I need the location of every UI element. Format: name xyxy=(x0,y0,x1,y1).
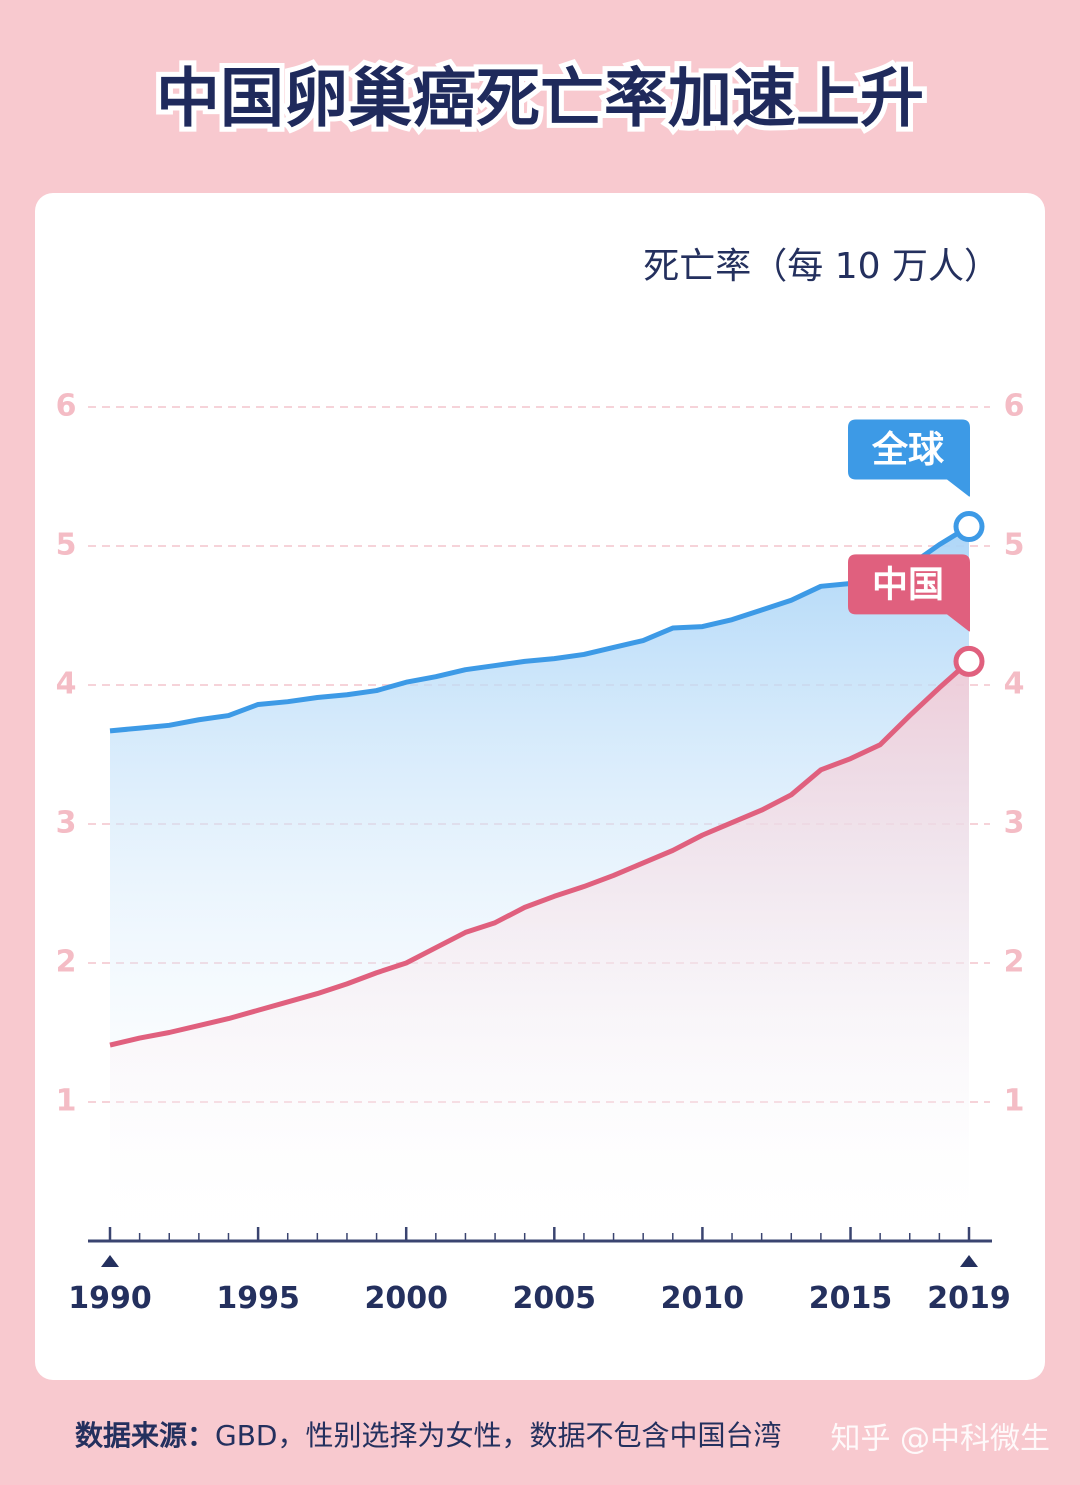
y-tick-label: 5 xyxy=(56,528,77,563)
x-tick-label: 2010 xyxy=(661,1281,745,1316)
x-tick-label: 2000 xyxy=(364,1281,448,1316)
line xyxy=(109,524,971,734)
end-point xyxy=(953,511,985,543)
y-axis-label: 死亡率（每 10 万人） xyxy=(643,246,1000,287)
source-text: GBD，性别选择为女性，数据不包含中国台湾 xyxy=(215,1419,781,1452)
x-tick-label: 2005 xyxy=(513,1281,597,1316)
x-tick-label: 2015 xyxy=(809,1281,893,1316)
x-tick-label: 1995 xyxy=(216,1281,300,1316)
y-tick-label-right: 1 xyxy=(1004,1084,1025,1119)
legend-label: 中国 xyxy=(872,564,944,605)
callout-box xyxy=(848,554,970,632)
x-tick-label: 1990 xyxy=(68,1281,152,1316)
source: 数据来源：GBD，性别选择为女性，数据不包含中国台湾 xyxy=(75,1419,782,1452)
x-end-marker xyxy=(960,1255,978,1267)
area-fill xyxy=(110,661,969,1241)
callout-box xyxy=(848,419,970,497)
y-tick-label: 6 xyxy=(56,389,77,424)
y-tick-label: 4 xyxy=(56,667,77,702)
end-point xyxy=(953,645,985,677)
x-end-marker xyxy=(101,1255,119,1267)
y-tick-label-right: 3 xyxy=(1004,806,1025,841)
y-tick-label: 2 xyxy=(56,945,77,980)
y-tick-label-right: 6 xyxy=(1004,389,1025,424)
y-tick-label: 3 xyxy=(56,806,77,841)
y-tick-label: 1 xyxy=(56,1084,77,1119)
line xyxy=(109,659,971,1048)
y-tick-label-right: 5 xyxy=(1004,528,1025,563)
y-tick-label-right: 4 xyxy=(1004,667,1025,702)
chart-title: 中国卵巢癌死亡率加速上升 xyxy=(156,63,924,137)
y-tick-label-right: 2 xyxy=(1004,945,1025,980)
legend-label: 全球 xyxy=(871,429,945,471)
x-tick-label: 2019 xyxy=(927,1281,1011,1316)
watermark: 知乎 @中科微生 xyxy=(830,1422,1050,1457)
source-label: 数据来源： xyxy=(75,1419,215,1452)
